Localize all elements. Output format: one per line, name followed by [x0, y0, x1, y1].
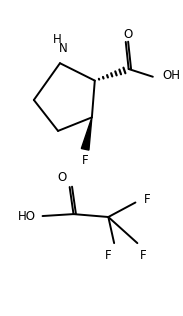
Text: F: F	[105, 249, 112, 262]
Text: O: O	[123, 28, 132, 41]
Polygon shape	[81, 117, 92, 150]
Text: H: H	[53, 33, 61, 46]
Text: F: F	[82, 155, 88, 167]
Text: F: F	[144, 193, 150, 206]
Text: OH: OH	[163, 69, 180, 82]
Text: N: N	[59, 42, 67, 55]
Text: O: O	[57, 171, 67, 184]
Text: HO: HO	[18, 210, 36, 222]
Text: F: F	[140, 249, 146, 262]
